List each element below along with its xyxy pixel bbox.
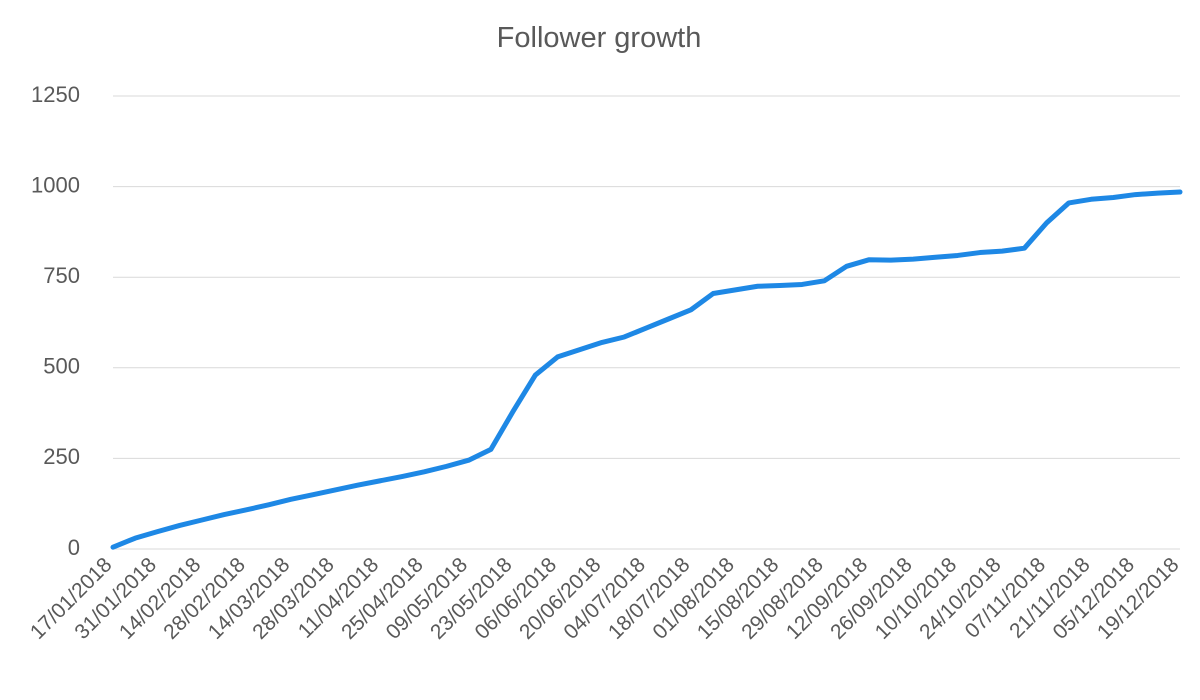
y-tick-label: 500 bbox=[43, 354, 80, 379]
y-tick-label: 750 bbox=[43, 263, 80, 288]
y-tick-label: 1000 bbox=[31, 172, 80, 197]
y-tick-label: 1250 bbox=[31, 82, 80, 107]
chart-title: Follower growth bbox=[497, 22, 702, 54]
y-tick-label: 250 bbox=[43, 444, 80, 469]
data-line bbox=[110, 189, 1183, 550]
y-tick-label: 0 bbox=[68, 535, 80, 560]
